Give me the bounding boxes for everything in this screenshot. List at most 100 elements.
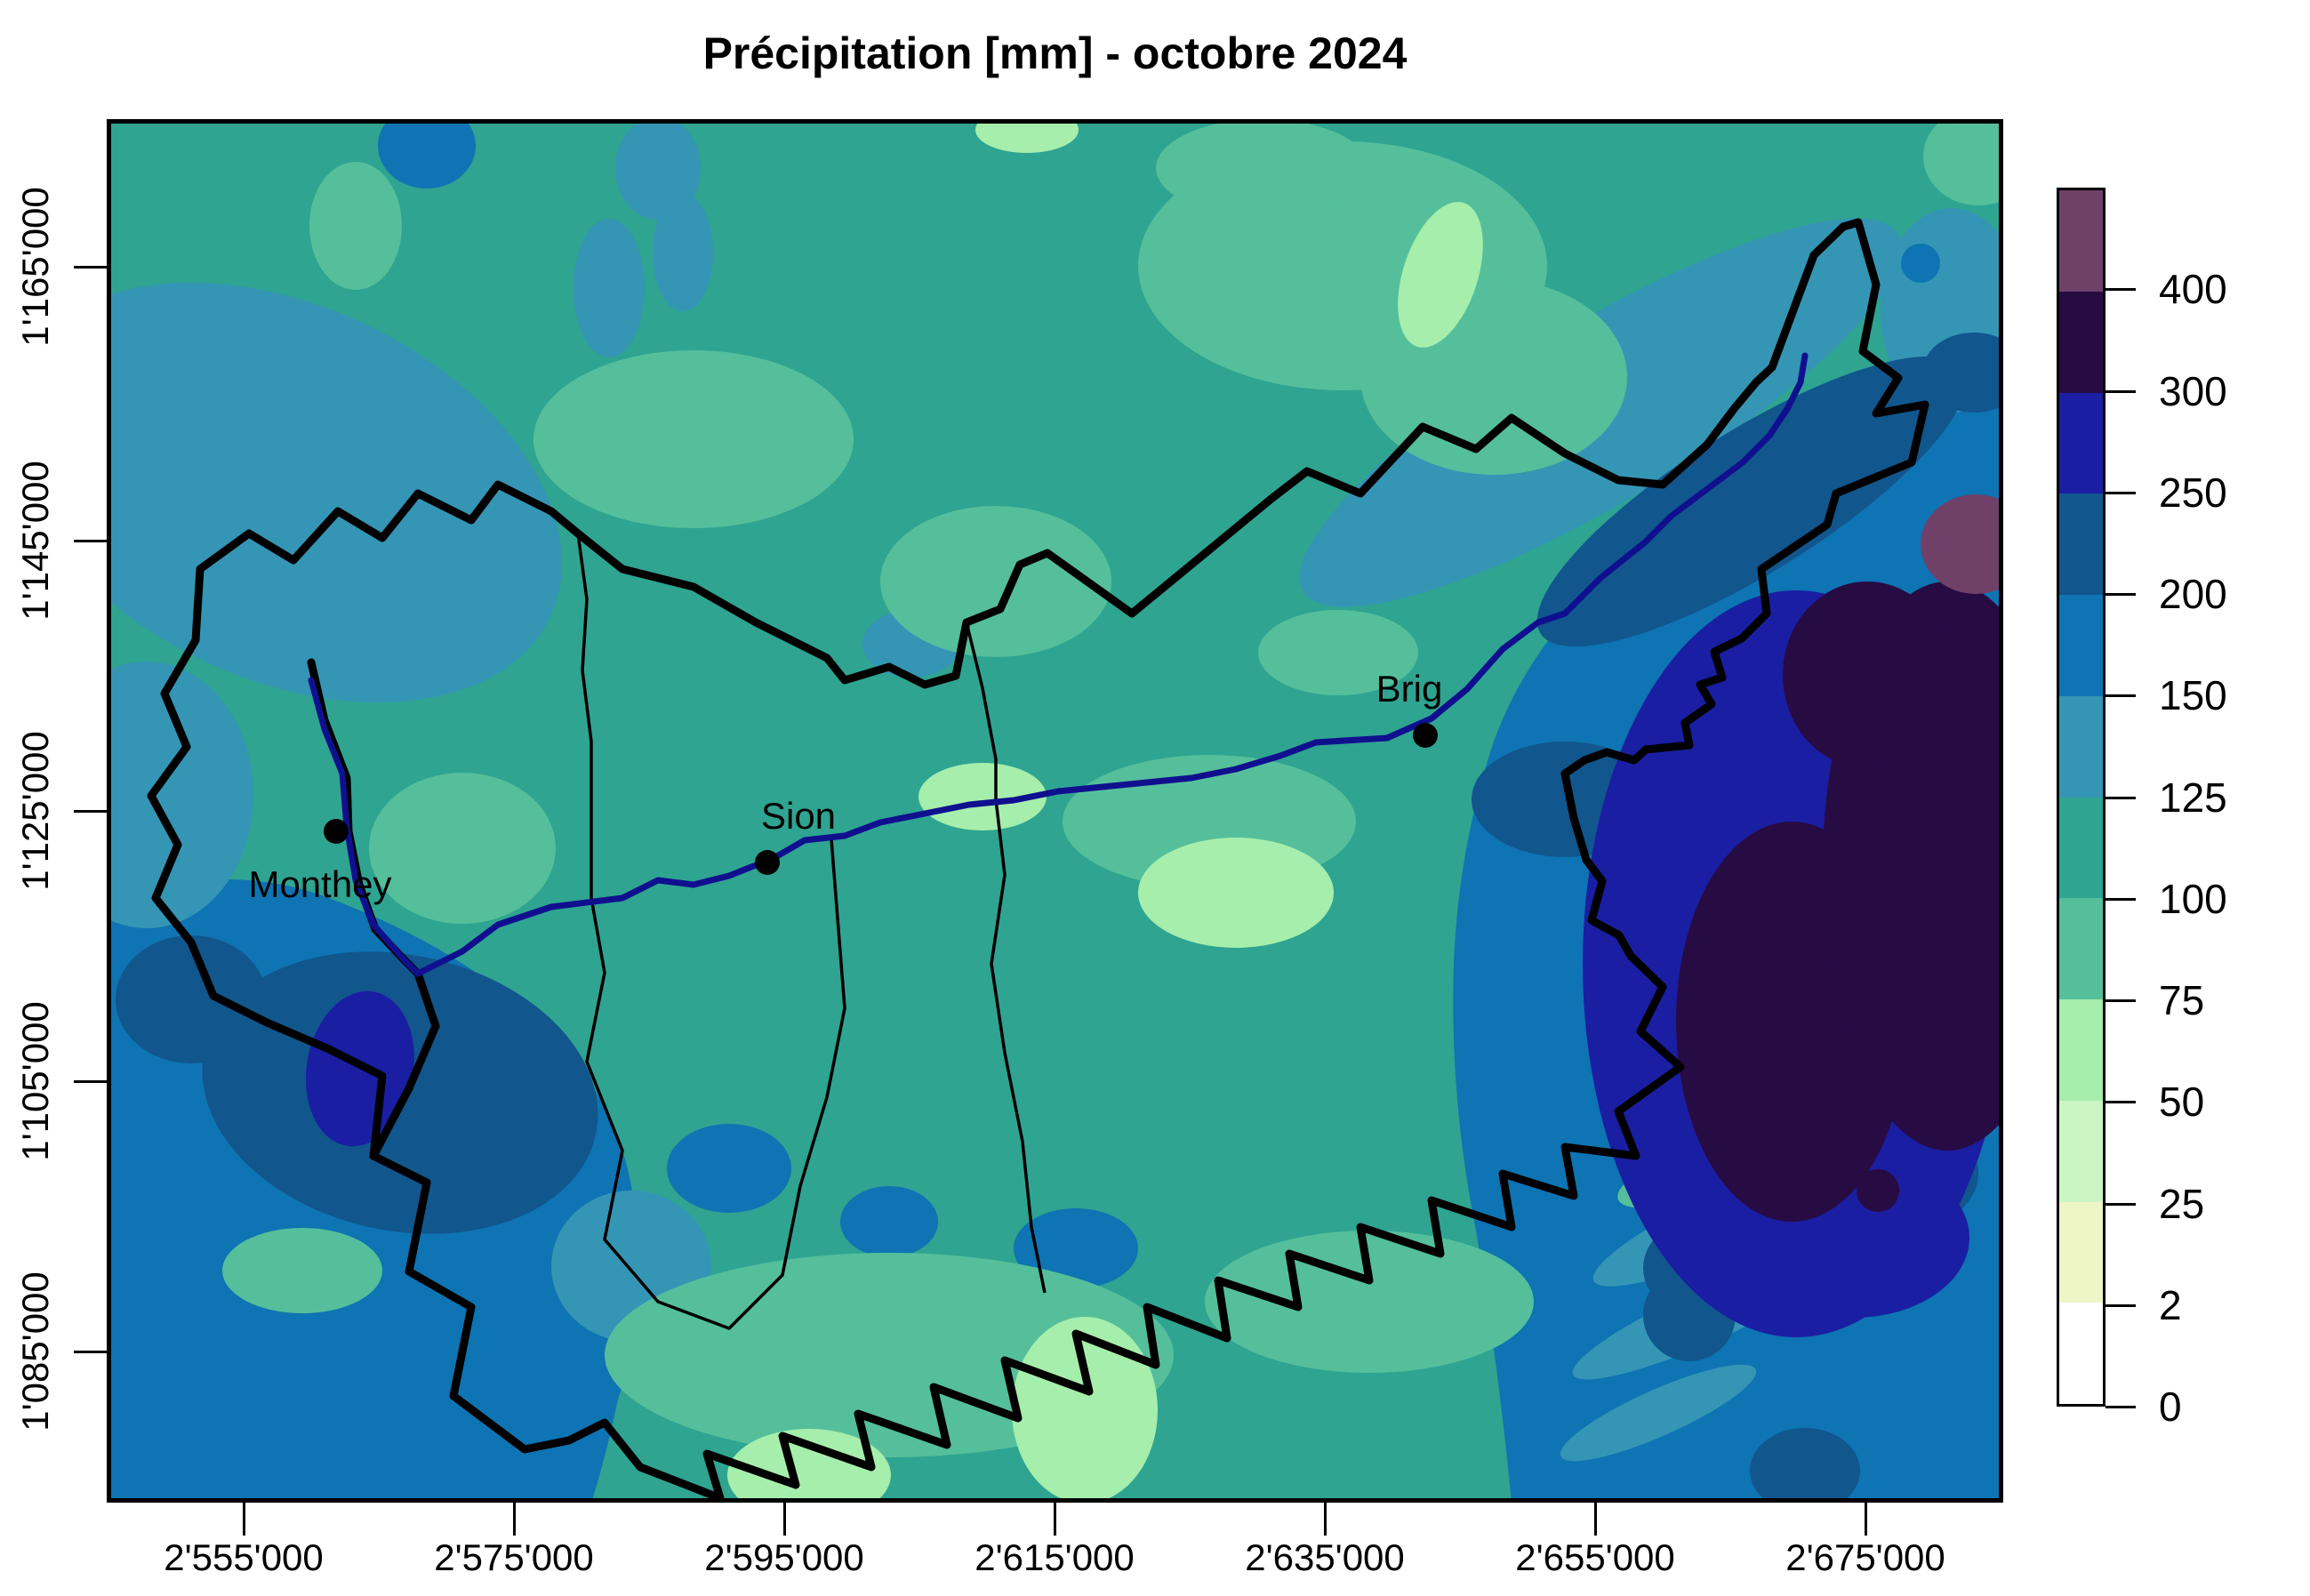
legend-tick-label: 25	[2159, 1180, 2205, 1227]
precip-zone-darkblue-westedge	[116, 935, 267, 1063]
legend-color-cell	[2059, 291, 2103, 393]
precip-zone-darkblue-neband	[1536, 356, 1967, 647]
legend-tick-mark	[2105, 1406, 2136, 1408]
plot-area: Monthey Sion Brig	[107, 119, 2003, 1503]
y-axis-tick-label: 1'085'000	[14, 1271, 56, 1432]
y-axis-tick	[74, 1351, 107, 1353]
precip-zone-mint-sion	[918, 763, 1047, 830]
legend-tick-mark	[2105, 1202, 2136, 1206]
catchment-boundary	[147, 218, 1929, 1503]
precip-zone-mint-topedge	[975, 119, 1079, 153]
x-axis-tick-label: 2'655'000	[1515, 1536, 1675, 1578]
legend-tick-label: 150	[2159, 672, 2227, 719]
legend-tick-label: 2	[2159, 1281, 2182, 1328]
precip-zone-green-upperleft	[533, 350, 854, 528]
y-axis-tick	[74, 810, 107, 813]
precip-zone-green-south2	[1205, 1231, 1534, 1373]
y-axis-tick-label: 1'125'000	[14, 731, 56, 891]
precip-zone-green-brig	[1258, 610, 1418, 695]
legend-tick-mark	[2105, 1101, 2136, 1104]
y-axis-tick	[74, 540, 107, 542]
precip-zone-tealblue-streak3	[1560, 1364, 1757, 1462]
legend-color-cell	[2059, 595, 2103, 696]
precip-zone-tealblue-brig	[1392, 463, 1445, 513]
subcatchment-boundary-2	[585, 838, 846, 1330]
legend-tick-label: 50	[2159, 1079, 2205, 1126]
city-label-monthey: Monthey	[248, 863, 391, 905]
precip-zone-green-south3	[222, 1228, 382, 1313]
subcatchment-boundary-1	[965, 622, 1047, 1294]
precip-zone-darkblue-se2	[1750, 1428, 1860, 1503]
legend-color-cell	[2059, 1100, 2103, 1202]
legend-color-cell	[2059, 695, 2103, 798]
precip-zone-blue-south1	[667, 1124, 791, 1213]
x-axis-tick-label: 2'615'000	[975, 1536, 1135, 1578]
precip-zone-mauve	[1921, 494, 2003, 594]
legend-color-cell	[2059, 493, 2103, 595]
precip-zone-tealblue-westband	[107, 283, 562, 702]
legend-tick-mark	[2105, 694, 2136, 698]
precipitation-raster-map: Monthey Sion Brig	[107, 119, 2003, 1503]
x-axis-tick	[243, 1503, 245, 1536]
rhone-river	[308, 352, 1809, 977]
legend-color-cell	[2059, 392, 2103, 494]
x-axis-tick-label: 2'575'000	[434, 1536, 594, 1578]
legend-color-cell	[2059, 999, 2103, 1101]
precip-zone-blue-south2	[840, 1186, 938, 1257]
legend-tick-mark	[2105, 593, 2136, 596]
legend-tick-label: 100	[2159, 875, 2227, 922]
legend-tick-mark	[2105, 796, 2136, 799]
subcatchment-boundary-3	[576, 533, 593, 898]
precip-zone-green-center1	[880, 506, 1111, 657]
legend-color-cell	[2059, 797, 2103, 899]
precip-zone-darkpurple-upper	[1783, 581, 1952, 768]
legend-color-cell	[2059, 898, 2103, 999]
y-axis-tick-label: 1'165'000	[14, 187, 56, 347]
x-axis-tick-label: 2'555'000	[164, 1536, 324, 1578]
x-axis-tick-label: 2'675'000	[1785, 1536, 1945, 1578]
legend-tick-label: 125	[2159, 774, 2227, 821]
y-axis-tick	[74, 1080, 107, 1083]
city-marker-brig	[1413, 723, 1438, 748]
y-axis-tick	[74, 266, 107, 269]
precip-zone-mint-center	[1138, 838, 1334, 948]
precip-zone-darkblue-necorner	[1922, 333, 2003, 413]
precip-zone-green-north3	[1156, 119, 1369, 217]
legend-tick-mark	[2105, 491, 2136, 494]
city-label-brig: Brig	[1376, 668, 1443, 710]
precip-zone-blue-south3	[1014, 1208, 1138, 1288]
legend-tick-mark	[2105, 389, 2136, 393]
plot-title: Précipitation [mm] - octobre 2024	[702, 28, 1408, 78]
precip-zone-tealblue-westedge	[107, 662, 253, 928]
precip-zone-blue-necorner-dot	[1901, 244, 1940, 283]
x-axis-tick-label: 2'595'000	[704, 1536, 864, 1578]
city-label-sion: Sion	[761, 795, 836, 837]
x-axis-tick	[513, 1503, 516, 1536]
legend-tick-label: 200	[2159, 571, 2227, 617]
x-axis-tick	[1324, 1503, 1327, 1536]
x-axis-tick	[1594, 1503, 1597, 1536]
y-axis-tick-label: 1'105'000	[14, 1001, 56, 1161]
legend-tick-mark	[2105, 999, 2136, 1002]
legend-tick-label: 300	[2159, 367, 2227, 414]
precip-zone-green-nw	[309, 162, 402, 290]
city-marker-monthey	[324, 819, 349, 844]
legend-tick-mark	[2105, 1303, 2136, 1307]
precip-zone-mint-south2	[727, 1429, 891, 1503]
precip-zone-mint-south1	[1012, 1317, 1158, 1503]
legend-tick-mark	[2105, 288, 2136, 292]
legend-color-cell	[2059, 190, 2103, 292]
precip-zone-blue-top	[378, 119, 476, 188]
legend-color-cell	[2059, 1201, 2103, 1303]
legend-tick-label: 75	[2159, 977, 2205, 1023]
precip-zone-tealblue-top2	[573, 219, 645, 357]
precip-zone-green-monthey	[369, 773, 556, 924]
precip-zone-green-necorner	[1923, 119, 2003, 205]
x-axis-tick	[783, 1503, 786, 1536]
precip-zone-tealblue-top3	[653, 194, 713, 311]
x-axis-tick	[1054, 1503, 1056, 1536]
precip-zone-mint-north	[1398, 202, 1483, 348]
precip-zone-darkpurple-dot	[1857, 1169, 1899, 1212]
legend-tick-mark	[2105, 897, 2136, 901]
